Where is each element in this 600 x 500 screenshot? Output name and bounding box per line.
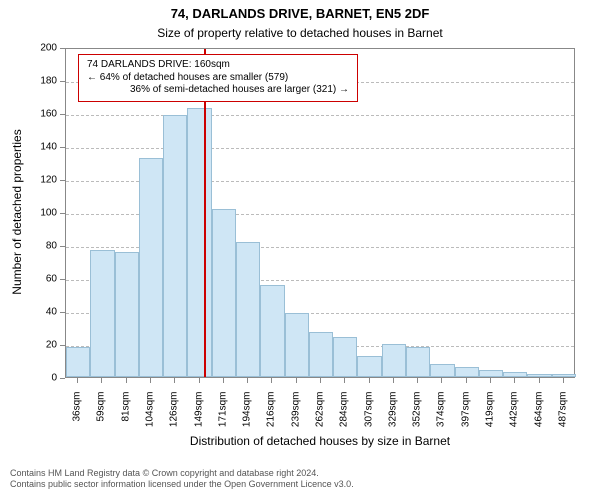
ytick-label: 80: [27, 241, 57, 252]
xtick-mark: [563, 378, 564, 383]
ytick-mark: [60, 48, 65, 49]
histogram-bar: [503, 372, 527, 377]
histogram-bar: [236, 242, 260, 377]
ytick-label: 160: [27, 109, 57, 120]
xtick-mark: [296, 378, 297, 383]
xtick-label: 374sqm: [436, 392, 447, 442]
ytick-label: 60: [27, 274, 57, 285]
histogram-bar: [139, 158, 163, 377]
xtick-mark: [150, 378, 151, 383]
histogram-bar: [163, 115, 187, 377]
ytick-label: 100: [27, 208, 57, 219]
xtick-label: 442sqm: [509, 392, 520, 442]
xtick-label: 307sqm: [363, 392, 374, 442]
ytick-mark: [60, 378, 65, 379]
xtick-label: 464sqm: [533, 392, 544, 442]
annotation-line: 36% of semi-detached houses are larger (…: [87, 84, 349, 97]
xtick-label: 216sqm: [266, 392, 277, 442]
xtick-label: 239sqm: [290, 392, 301, 442]
ytick-mark: [60, 180, 65, 181]
chart-title-subtitle: Size of property relative to detached ho…: [0, 26, 600, 40]
xtick-mark: [466, 378, 467, 383]
xtick-label: 352sqm: [412, 392, 423, 442]
xtick-mark: [77, 378, 78, 383]
annotation-box: 74 DARLANDS DRIVE: 160sqm← 64% of detach…: [78, 54, 358, 102]
xtick-mark: [223, 378, 224, 383]
xtick-mark: [393, 378, 394, 383]
ytick-mark: [60, 345, 65, 346]
footer-line2: Contains public sector information licen…: [10, 479, 354, 490]
histogram-bar: [430, 364, 454, 377]
ytick-mark: [60, 312, 65, 313]
histogram-bar: [90, 250, 114, 377]
xtick-label: 149sqm: [193, 392, 204, 442]
ytick-mark: [60, 147, 65, 148]
histogram-bar: [212, 209, 236, 377]
xtick-label: 487sqm: [557, 392, 568, 442]
histogram-bar: [115, 252, 139, 377]
ytick-label: 120: [27, 175, 57, 186]
xtick-mark: [539, 378, 540, 383]
xtick-mark: [417, 378, 418, 383]
xtick-mark: [101, 378, 102, 383]
xtick-mark: [247, 378, 248, 383]
annotation-line: 74 DARLANDS DRIVE: 160sqm: [87, 59, 349, 72]
xtick-mark: [320, 378, 321, 383]
histogram-bar: [187, 108, 211, 377]
histogram-bar: [357, 356, 381, 377]
ytick-mark: [60, 213, 65, 214]
xtick-label: 329sqm: [387, 392, 398, 442]
xtick-label: 262sqm: [315, 392, 326, 442]
xtick-label: 59sqm: [96, 392, 107, 442]
ytick-mark: [60, 279, 65, 280]
histogram-bar: [455, 367, 479, 377]
xtick-mark: [126, 378, 127, 383]
histogram-bar: [333, 337, 357, 377]
chart-title-address: 74, DARLANDS DRIVE, BARNET, EN5 2DF: [0, 6, 600, 21]
histogram-bar: [479, 370, 503, 377]
xtick-mark: [199, 378, 200, 383]
ytick-label: 20: [27, 340, 57, 351]
gridline: [66, 115, 574, 116]
histogram-bar: [382, 344, 406, 377]
xtick-mark: [490, 378, 491, 383]
xtick-label: 284sqm: [339, 392, 350, 442]
xtick-mark: [369, 378, 370, 383]
xtick-label: 397sqm: [460, 392, 471, 442]
footer-attribution: Contains HM Land Registry data © Crown c…: [10, 468, 354, 491]
ytick-label: 140: [27, 142, 57, 153]
histogram-bar: [260, 285, 284, 377]
gridline: [66, 148, 574, 149]
histogram-bar: [285, 313, 309, 377]
ytick-label: 180: [27, 76, 57, 87]
xtick-label: 194sqm: [242, 392, 253, 442]
xtick-label: 419sqm: [485, 392, 496, 442]
histogram-bar: [406, 347, 430, 377]
xtick-label: 36sqm: [72, 392, 83, 442]
xtick-label: 81sqm: [120, 392, 131, 442]
y-axis-label: Number of detached properties: [10, 47, 24, 377]
histogram-bar: [527, 374, 551, 377]
xtick-mark: [441, 378, 442, 383]
footer-line1: Contains HM Land Registry data © Crown c…: [10, 468, 354, 479]
xtick-mark: [174, 378, 175, 383]
ytick-mark: [60, 81, 65, 82]
xtick-mark: [271, 378, 272, 383]
ytick-mark: [60, 246, 65, 247]
ytick-label: 40: [27, 307, 57, 318]
ytick-label: 0: [27, 373, 57, 384]
xtick-label: 126sqm: [169, 392, 180, 442]
ytick-label: 200: [27, 43, 57, 54]
histogram-bar: [552, 374, 576, 377]
xtick-label: 171sqm: [217, 392, 228, 442]
annotation-line: ← 64% of detached houses are smaller (57…: [87, 72, 349, 85]
histogram-bar: [66, 347, 90, 377]
xtick-label: 104sqm: [145, 392, 156, 442]
xtick-mark: [514, 378, 515, 383]
xtick-mark: [344, 378, 345, 383]
ytick-mark: [60, 114, 65, 115]
histogram-bar: [309, 332, 333, 377]
